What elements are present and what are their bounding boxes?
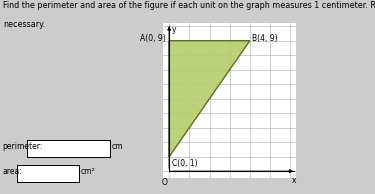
Text: A(0, 9): A(0, 9) bbox=[140, 34, 166, 43]
Text: perimeter:: perimeter: bbox=[3, 142, 43, 151]
Text: x: x bbox=[292, 176, 297, 185]
Text: necessary.: necessary. bbox=[3, 20, 45, 29]
Text: O: O bbox=[161, 178, 167, 187]
Text: cm: cm bbox=[112, 142, 123, 151]
Polygon shape bbox=[169, 41, 250, 157]
Text: B(4, 9): B(4, 9) bbox=[252, 34, 278, 43]
Text: C(0, 1): C(0, 1) bbox=[172, 159, 197, 168]
Text: cm²: cm² bbox=[81, 167, 96, 176]
Text: y: y bbox=[172, 25, 177, 34]
Text: area:: area: bbox=[3, 167, 22, 176]
Text: Find the perimeter and area of the figure if each unit on the graph measures 1 c: Find the perimeter and area of the figur… bbox=[3, 1, 375, 10]
